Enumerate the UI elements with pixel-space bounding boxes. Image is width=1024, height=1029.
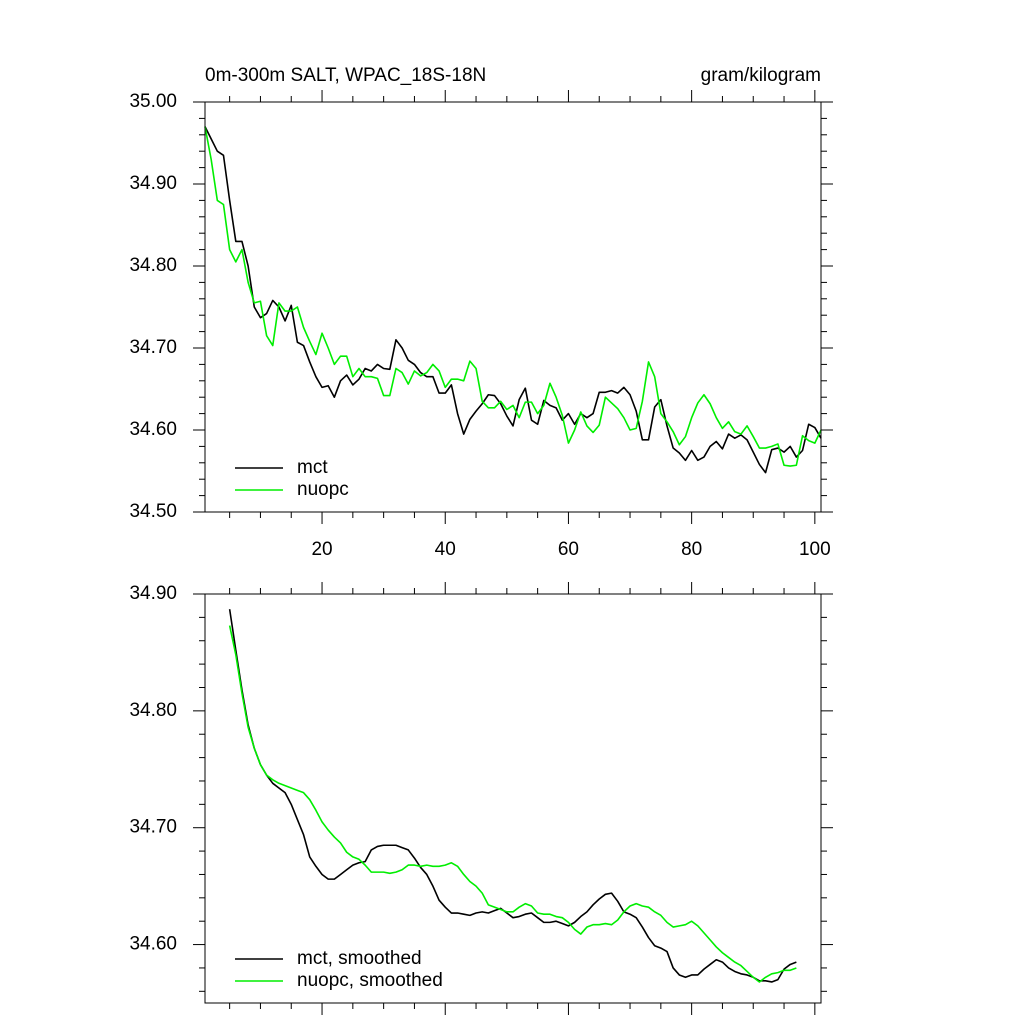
units-label: gram/kilogram [701,65,821,86]
y-tick-label: 34.50 [129,501,177,522]
y-tick-label: 34.60 [129,934,177,955]
legend-label: mct, smoothed [297,948,422,969]
plot-frame [204,593,822,1004]
series-line [228,625,797,983]
y-tick-label: 35.00 [129,91,177,112]
x-tick-label: 100 [799,539,831,560]
y-tick-label: 34.90 [129,173,177,194]
series-line [228,609,797,983]
series-line [204,126,822,467]
y-tick-label: 34.70 [129,337,177,358]
x-tick-label: 80 [681,539,702,560]
y-tick-label: 34.60 [129,419,177,440]
y-tick-label: 34.80 [129,700,177,721]
plot-frame [204,101,822,513]
chart-title: 0m-300m SALT, WPAC_18S-18N [205,65,486,86]
legend-label: nuopc, smoothed [297,970,443,991]
y-tick-label: 34.90 [129,583,177,604]
x-tick-label: 60 [558,539,579,560]
series-line [204,126,822,474]
x-tick-label: 20 [311,539,332,560]
y-tick-label: 34.80 [129,255,177,276]
y-tick-label: 34.70 [129,817,177,838]
legend-label: mct [297,457,328,478]
legend-label: nuopc [297,479,349,500]
x-tick-label: 40 [435,539,456,560]
